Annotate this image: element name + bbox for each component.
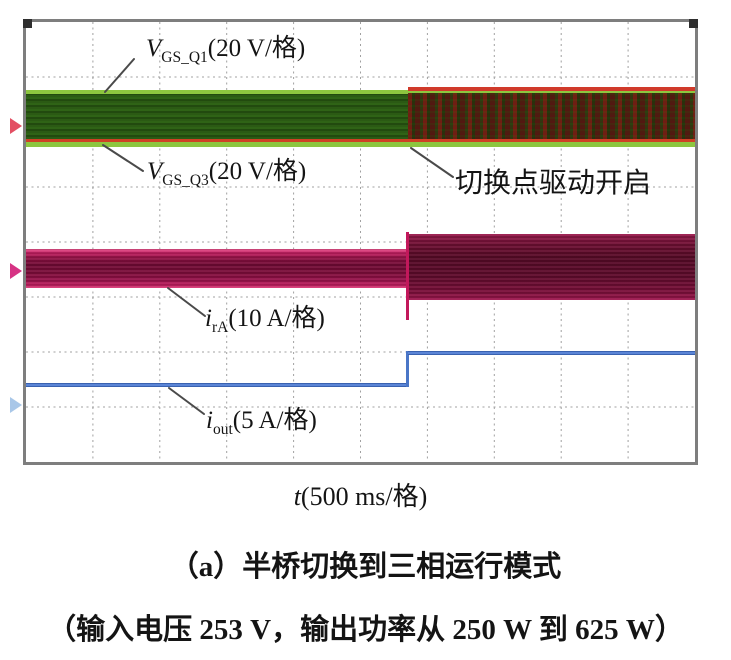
vgs-q3-scale: (20 V/格) <box>208 158 307 185</box>
ira-subscript: rA <box>211 319 229 336</box>
ira-switch-spike <box>406 232 409 320</box>
frame-corner-top-left <box>23 19 32 28</box>
channel-marker-gate-icon <box>10 118 22 134</box>
trace-ira-envelope-post-switch <box>408 234 695 300</box>
iout-symbol: i <box>206 407 213 434</box>
gate-band-top-edge <box>26 90 408 94</box>
label-ira: irA(10 A/格) <box>205 298 325 336</box>
vgs-q3-symbol: V <box>147 158 163 185</box>
vgs-q3-off-line <box>26 139 408 142</box>
ira-symbol: i <box>205 305 212 332</box>
gate-band-bottom-edge <box>408 142 695 147</box>
vgs-q3-subscript: GS_Q3 <box>162 172 209 189</box>
label-vgs-q3: VGS_Q3(20 V/格) <box>147 151 307 189</box>
frame-corner-top-right <box>689 19 698 28</box>
trace-vgs-band-pre-switch <box>26 90 408 147</box>
vgs-q1-symbol: V <box>146 35 162 62</box>
trace-ira-envelope-pre-switch <box>26 249 408 288</box>
gate-band-bottom-edge <box>26 142 408 147</box>
trace-iout-step <box>406 351 409 387</box>
channel-marker-ira-icon <box>10 263 22 279</box>
iout-scale: (5 A/格) <box>232 407 317 434</box>
gate-band-red-line <box>408 139 695 142</box>
gate-band-green-body <box>26 94 408 139</box>
vgs-q1-subscript: GS_Q1 <box>161 49 208 66</box>
gate-band-top-edge <box>408 91 695 93</box>
vgs-q3-on-top-line <box>408 87 695 91</box>
ira-scale: (10 A/格) <box>228 305 325 332</box>
iout-subscript: out <box>212 421 233 438</box>
figure-subcaption: （输入电压 253 V，输出功率从 250 W 到 625 W） <box>47 614 684 646</box>
trace-vgs-band-post-switch <box>408 87 695 147</box>
time-symbol: t <box>293 482 301 511</box>
label-iout: iout(5 A/格) <box>206 400 317 438</box>
gate-band-mixed-body <box>408 93 695 139</box>
time-scale: (500 ms/格) <box>300 482 428 511</box>
x-axis-label: t(500 ms/格) <box>23 476 698 513</box>
vgs-q1-scale: (20 V/格) <box>207 35 306 62</box>
figure-caption: （a）半桥切换到三相运行模式 <box>169 551 562 583</box>
label-vgs-q1: VGS_Q1(20 V/格) <box>146 28 306 66</box>
trace-iout-post-switch <box>408 351 695 355</box>
oscilloscope-plot <box>23 19 698 465</box>
annotation-switch-point: 切换点驱动开启 <box>455 168 652 199</box>
channel-marker-iout-icon <box>10 397 22 413</box>
trace-iout-pre-switch <box>26 383 408 387</box>
